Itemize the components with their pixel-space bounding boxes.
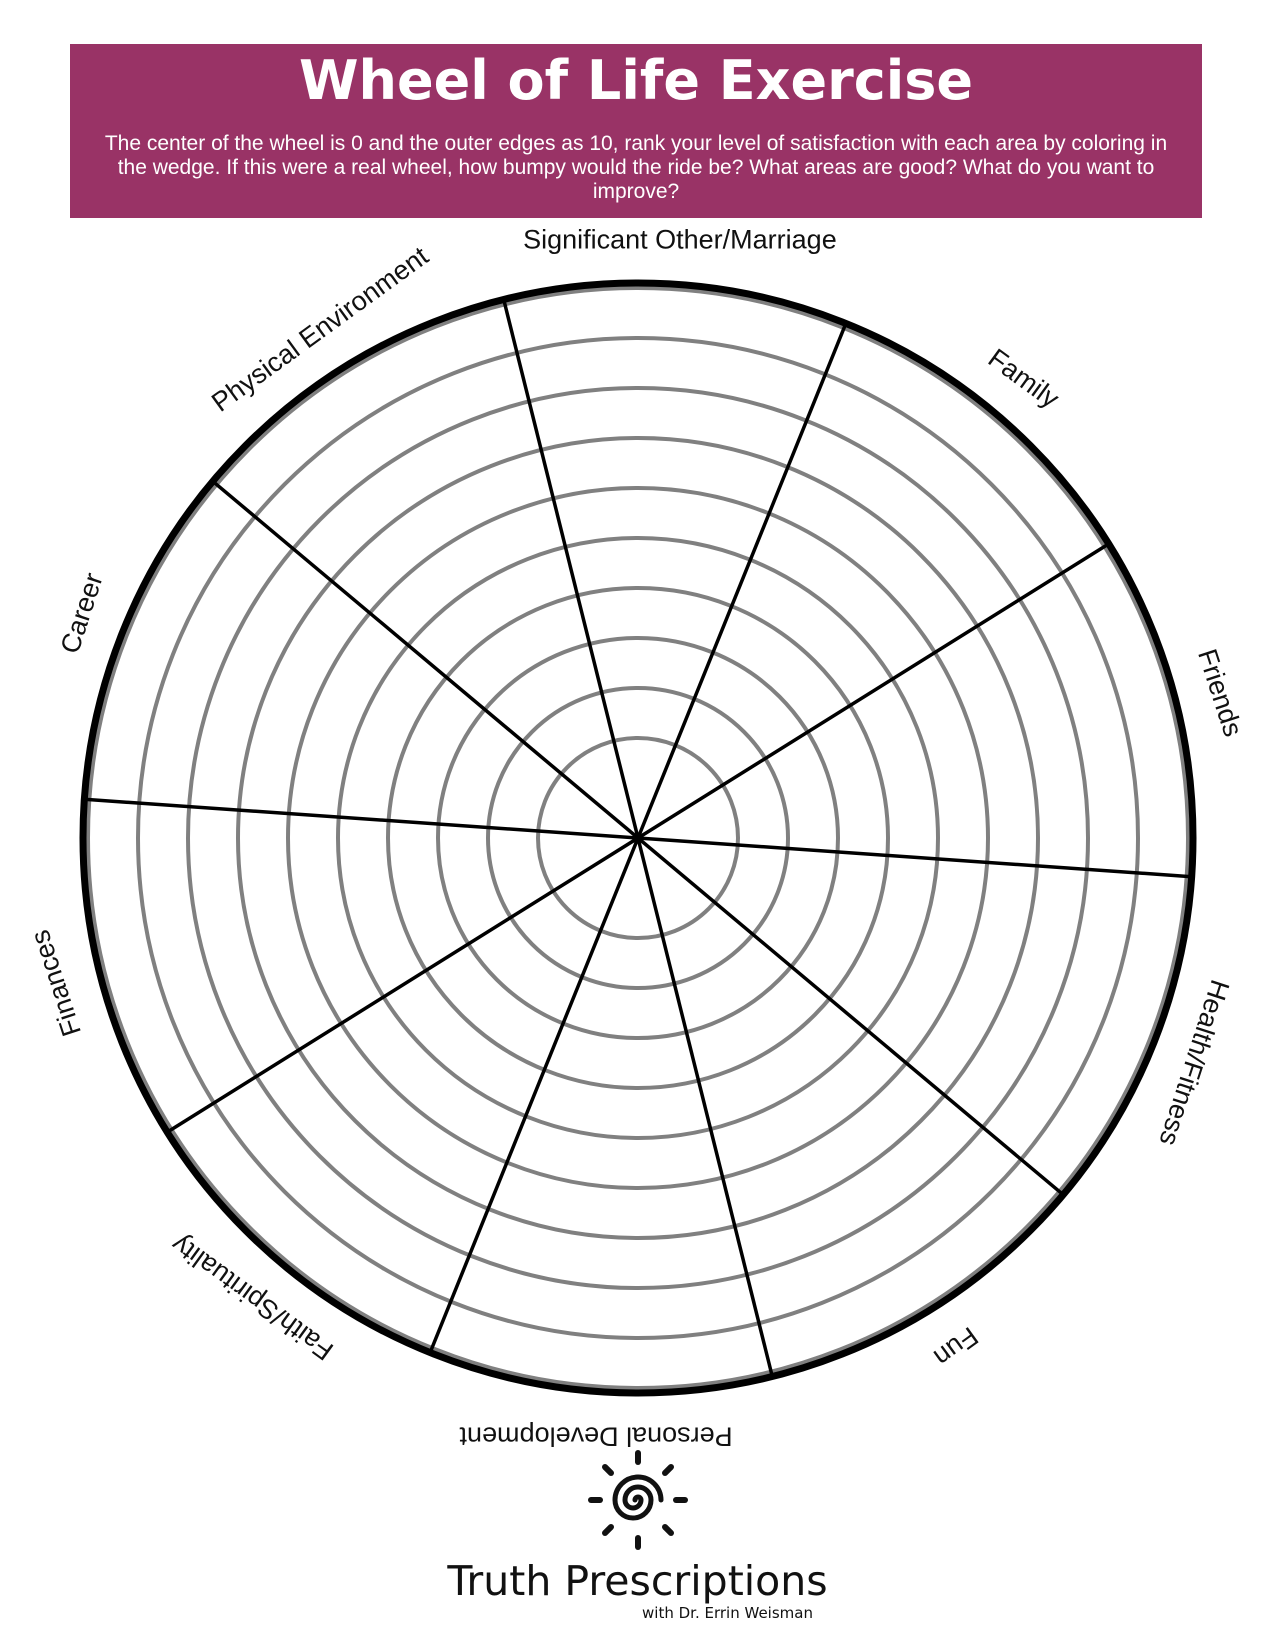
wheel-ring: [336, 536, 940, 1140]
wheel-ring: [136, 336, 1140, 1340]
wheel-ring: [186, 386, 1090, 1290]
wheel-spoke: [636, 837, 774, 1377]
spiral-sun-icon: [587, 1450, 688, 1550]
wheel-area-label: Career: [55, 569, 109, 657]
wheel-ring: [386, 586, 890, 1090]
wheel-spoke: [637, 542, 1110, 840]
instructions-text: The center of the wheel is 0 and the out…: [104, 132, 1168, 203]
brand-tagline: with Dr. Errin Weisman: [642, 1604, 813, 1622]
wheel-outer-rim: [79, 279, 1197, 1397]
wheel-area-label: Finances: [25, 926, 87, 1039]
footer-brand: Truth Prescriptions with Dr. Errin Weism…: [0, 1450, 1275, 1622]
wheel-area-label: Faith/Spirituality: [165, 1229, 338, 1366]
wheel-ring: [486, 686, 790, 990]
wheel-area-label: Friends: [1192, 645, 1248, 740]
page-title: Wheel of Life Exercise: [298, 49, 974, 112]
wheel-rings: [86, 286, 1190, 1390]
wheel-ring: [236, 436, 1040, 1240]
wheel-spoke: [166, 836, 639, 1134]
wheel-spoke: [428, 837, 640, 1354]
wheel-ring: [536, 736, 740, 940]
wheel-ring: [86, 286, 1190, 1390]
wheel-spoke: [211, 479, 640, 840]
wheel-area-label: Fun: [928, 1321, 983, 1373]
wheel-ring: [286, 486, 990, 1190]
wheel-spoke: [84, 797, 639, 840]
wheel-spoke: [636, 836, 1065, 1197]
wheel-ring: [436, 636, 840, 1040]
brand-name: Truth Prescriptions: [447, 1557, 828, 1605]
wheel-spoke: [502, 299, 640, 839]
wheel-area-label: Family: [983, 343, 1065, 414]
wheel-area-label: Significant Other/Marriage: [523, 225, 837, 255]
wheel-spoke: [636, 322, 848, 839]
wheel-spoke: [637, 836, 1192, 879]
wheel-area-label: Personal Development: [459, 1422, 733, 1452]
header-banner: Wheel of Life Exercise The center of the…: [70, 44, 1202, 218]
wheel-spokes: [84, 299, 1192, 1377]
